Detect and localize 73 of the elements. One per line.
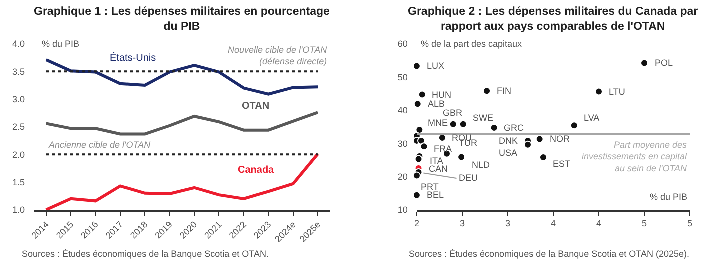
annotation: LVA xyxy=(584,113,600,123)
x-tick-label: 4 xyxy=(596,218,602,229)
annotation: EST xyxy=(553,159,572,169)
annotation: NLD xyxy=(472,160,491,170)
annotation: FIN xyxy=(497,86,512,96)
annotation: GBR xyxy=(443,108,464,118)
line-series xyxy=(44,111,320,136)
y-tick-label: 30 xyxy=(398,138,408,149)
source-note: Sources : Études économiques de la Banque Scotia et OTAN. xyxy=(22,249,269,259)
y-tick-label: 1.0 xyxy=(12,205,25,216)
x-tick-label: 5 xyxy=(642,218,648,229)
y-tick-label: 4.0 xyxy=(12,39,25,50)
annotation: SWE xyxy=(473,113,494,123)
ref-line-label: Nouvelle cible de l'OTAN (défense directe) xyxy=(228,45,328,67)
chart-title: Graphique 1 : Les dépenses militaires en pourcentage du PIB xyxy=(34,6,330,33)
x-axis-title: % du PIB xyxy=(650,192,688,202)
x-tick-label: 3 xyxy=(460,218,465,229)
source-note: Sources : Études économiques de la Banque Scotia et OTAN (2025e). xyxy=(409,249,690,259)
point xyxy=(640,59,648,68)
annotation: DNK xyxy=(499,136,518,146)
annotation: DEU xyxy=(459,173,478,183)
ref-line-label: Part moyenne des investissements en capital au sein de l'OTAN xyxy=(582,140,688,174)
y-tick-label: 1.5 xyxy=(12,177,25,188)
annotation: HUN xyxy=(432,90,452,100)
series-label: Canada xyxy=(238,165,275,176)
y-axis-title: % du PIB xyxy=(42,39,80,49)
annotation: LTU xyxy=(609,87,626,97)
annotation: CAN xyxy=(429,164,448,174)
point xyxy=(412,172,421,180)
point xyxy=(570,122,578,130)
x-tick-label: 3 xyxy=(505,218,510,229)
y-tick-label: 20 xyxy=(398,172,408,182)
y-tick-label: 2.5 xyxy=(12,122,25,132)
y-tick-label: 3.5 xyxy=(12,66,25,77)
point xyxy=(420,142,428,151)
point xyxy=(412,62,421,70)
series-label: OTAN xyxy=(242,101,270,112)
y-tick-label: 50 xyxy=(398,72,408,82)
point xyxy=(490,124,498,132)
annotation: LUX xyxy=(427,61,445,71)
annotation: ALB xyxy=(428,99,446,109)
series-label: États-Unis xyxy=(110,52,156,64)
x-tick-label: 5 xyxy=(688,218,693,229)
annotation: GRC xyxy=(504,123,524,133)
annotation: ITA xyxy=(430,156,444,166)
point xyxy=(414,155,423,164)
point xyxy=(483,87,492,96)
y-tick-label: 40 xyxy=(398,106,408,116)
annotation: PRT xyxy=(421,182,440,192)
y-tick-label: 60 xyxy=(398,39,408,50)
annotation: FRA xyxy=(434,144,452,154)
point xyxy=(412,191,421,200)
line-series xyxy=(44,152,320,210)
annotation: NOR xyxy=(550,134,570,144)
annotation: USA xyxy=(499,148,518,158)
x-tick-label: 4 xyxy=(550,218,556,229)
point xyxy=(449,120,458,128)
x-tick-label: 2 xyxy=(414,218,420,229)
point xyxy=(414,100,422,108)
annotation: MNE xyxy=(428,118,448,128)
y-axis-title: % de la part des capitaux xyxy=(421,39,523,49)
point xyxy=(418,90,426,99)
y-tick-label: 10 xyxy=(398,205,408,216)
chart-title: Graphique 2 : Les dépenses militaires du Canada par rapport aux pays comparables de l'OTAN xyxy=(408,6,699,33)
ref-line-label: Ancienne cible de l'OTAN xyxy=(48,140,152,150)
annotation: POL xyxy=(655,58,674,68)
point xyxy=(536,135,544,144)
point xyxy=(458,153,466,162)
annotation: BEL xyxy=(427,190,444,200)
point xyxy=(459,120,468,128)
y-tick-label: 2.0 xyxy=(12,150,25,160)
point xyxy=(418,136,426,145)
y-tick-label: 3.0 xyxy=(12,94,25,104)
